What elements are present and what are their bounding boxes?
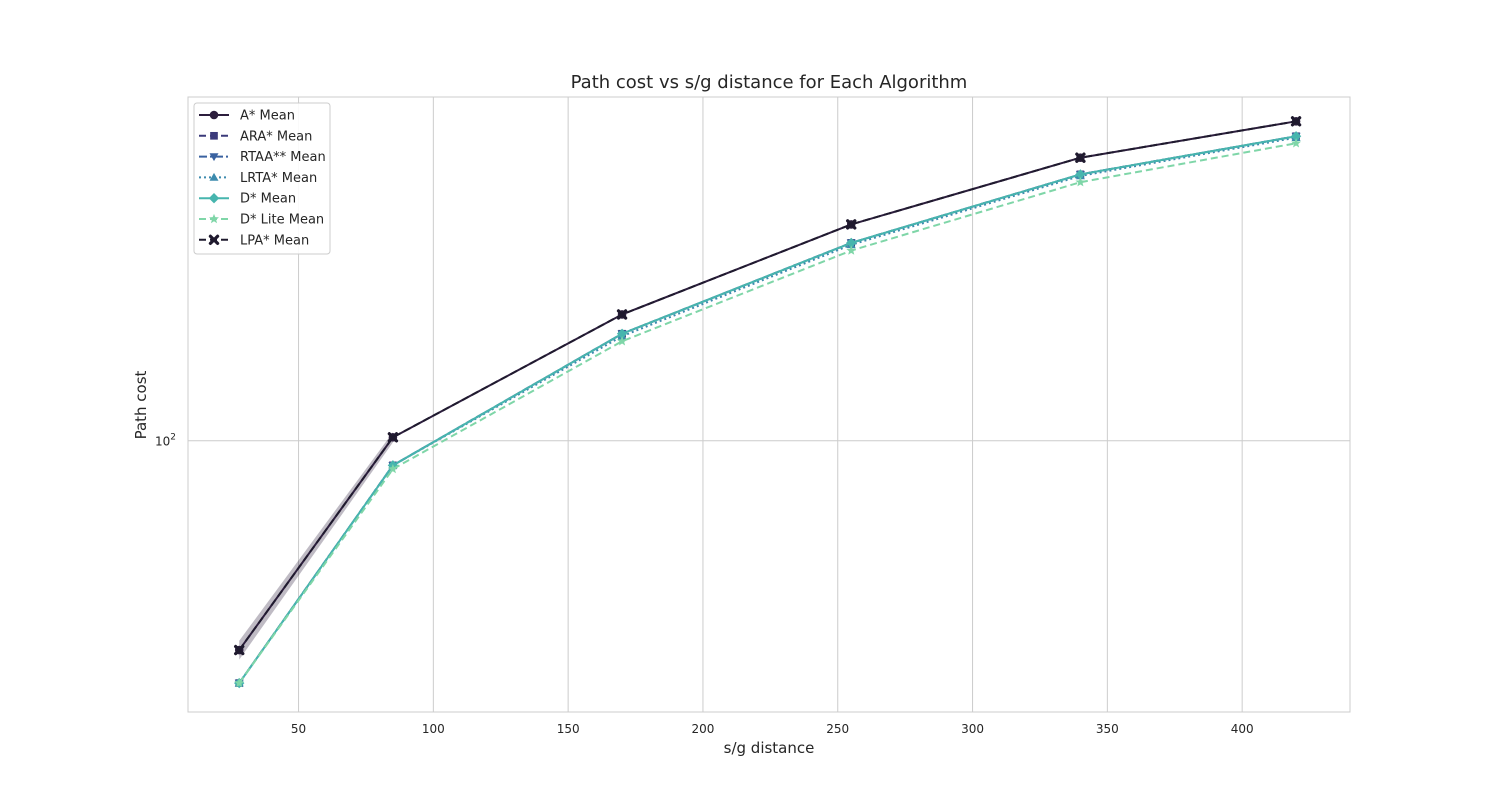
y-tick-base: 10 — [155, 435, 170, 449]
x-tick-label: 300 — [961, 722, 984, 736]
series-lines — [234, 116, 1302, 689]
chart-title: Path cost vs s/g distance for Each Algor… — [571, 72, 968, 93]
legend-entry: D* Lite Mean — [199, 213, 324, 228]
x-tick-label: 350 — [1096, 722, 1119, 736]
data-point — [1075, 169, 1086, 180]
data-point — [616, 309, 628, 320]
legend-marker — [209, 172, 219, 181]
legend-entry: ARA* Mean — [199, 129, 312, 144]
legend-entries: A* Mean ARA* Mean RTAA** Mean LRTA* Mean D* … — [199, 109, 326, 248]
data-point — [1291, 138, 1301, 148]
legend: A* Mean ARA* Mean RTAA** Mean LRTA* Mean D* … — [193, 102, 331, 255]
legend-frame — [193, 102, 331, 255]
legend-label: LRTA* Mean — [240, 171, 317, 186]
data-point — [1075, 177, 1086, 187]
y-tick-label: 102 — [155, 433, 176, 449]
data-point — [387, 432, 399, 443]
x-tick-label: 200 — [691, 722, 714, 736]
x-tick-label: 400 — [1231, 722, 1254, 736]
x-axis-label: s/g distance — [724, 739, 815, 757]
data-point — [846, 219, 857, 230]
legend-label: A* Mean — [240, 109, 295, 124]
data-point — [846, 245, 857, 255]
legend-label: D* Mean — [240, 192, 296, 207]
series-path — [238, 142, 1297, 684]
series-path — [238, 120, 1297, 651]
legend-label: RTAA** Mean — [240, 150, 326, 165]
y-axis-label: Path cost — [132, 370, 150, 439]
legend-marker — [208, 234, 220, 245]
legend-entry: D* Mean — [199, 192, 296, 207]
legend-entry: LRTA* Mean — [199, 171, 317, 186]
legend-label: ARA* Mean — [240, 129, 312, 144]
legend-label: D* Lite Mean — [240, 213, 324, 228]
legend-entry: RTAA** Mean — [199, 150, 326, 165]
x-tick-label: 100 — [422, 722, 445, 736]
data-point — [616, 328, 628, 339]
series-line — [234, 116, 1302, 656]
legend-marker — [209, 153, 219, 162]
legend-entry: LPA* Mean — [199, 233, 309, 248]
legend-marker — [209, 213, 219, 224]
legend-entry: A* Mean — [199, 109, 295, 124]
x-axis-ticks: 50 100 150 200 250 300 350 400 — [291, 722, 1254, 736]
plot-frame — [187, 96, 1351, 713]
data-point — [1075, 152, 1086, 163]
plot-area — [188, 97, 1350, 712]
data-point — [617, 336, 627, 346]
legend-marker — [208, 193, 220, 204]
y-axis-ticks: 102 — [155, 433, 176, 449]
data-point — [234, 644, 245, 656]
legend-label: LPA* Mean — [240, 233, 309, 248]
data-point — [1290, 116, 1302, 127]
grid — [188, 97, 1350, 712]
series-path — [238, 135, 1297, 684]
data-point — [846, 237, 857, 249]
data-point — [387, 463, 398, 474]
x-tick-label: 250 — [826, 722, 849, 736]
legend-marker — [209, 110, 219, 120]
legend-marker — [210, 131, 218, 140]
x-tick-label: 150 — [557, 722, 580, 736]
x-tick-label: 50 — [291, 722, 306, 736]
data-point — [234, 677, 245, 688]
y-tick-exponent: 2 — [170, 433, 176, 443]
data-point — [1290, 131, 1302, 142]
series-line — [234, 138, 1301, 688]
